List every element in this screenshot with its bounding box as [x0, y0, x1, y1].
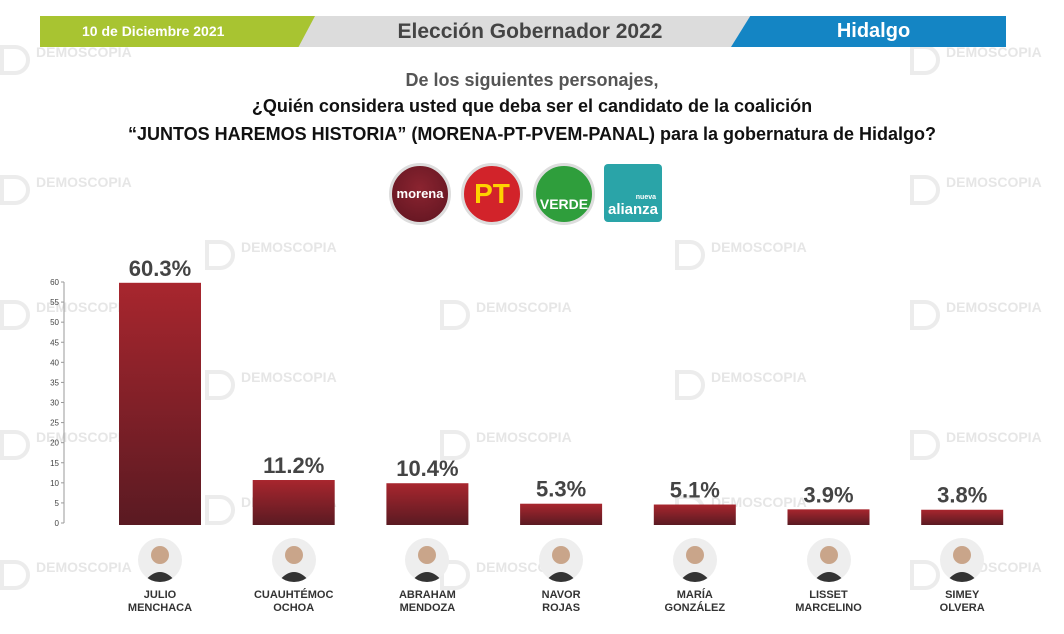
watermark-text: DEMOSCOPIA	[711, 369, 807, 385]
watermark-logo: DEMOSCOPIA	[440, 430, 572, 460]
bar	[520, 503, 603, 525]
question-line-3: “JUNTOS HAREMOS HISTORIA” (MORENA-PT-PVE…	[127, 124, 937, 144]
category-label-line: JULIO	[143, 589, 177, 601]
watermark-text: DEMOSCOPIA	[476, 299, 572, 315]
y-tick-label: 20	[50, 439, 59, 448]
candidate-photo	[539, 538, 584, 582]
watermark-logo: DEMOSCOPIA	[910, 45, 1042, 75]
y-tick-label: 25	[50, 419, 59, 428]
category-label-line: MARÍA	[676, 589, 713, 601]
category-label-line: CUAUHTÉMOC	[253, 589, 334, 601]
watermark-logo: DEMOSCOPIA	[910, 430, 1042, 460]
y-tick-label: 45	[50, 338, 59, 347]
watermark-text: DEMOSCOPIA	[36, 559, 132, 575]
candidate-photo	[806, 538, 851, 582]
y-tick-label: 30	[50, 399, 59, 408]
watermark-logo: DEMOSCOPIA	[440, 300, 572, 330]
category-label-line: MENCHACA	[127, 602, 193, 614]
watermark-text: DEMOSCOPIA	[36, 299, 132, 315]
y-tick-label: 50	[50, 318, 59, 327]
watermark-text: DEMOSCOPIA	[241, 239, 337, 255]
data-label: 10.4%	[396, 456, 458, 481]
verde-logo: VERDE	[533, 163, 595, 225]
watermark-logo: DEMOSCOPIA	[910, 175, 1042, 205]
watermark-logo: DEMOSCOPIA	[0, 430, 132, 460]
category-label-line: GONZÁLEZ	[664, 602, 726, 614]
morena-logo: morena	[389, 163, 451, 225]
watermark-text: DEMOSCOPIA	[711, 239, 807, 255]
watermark-logo: DEMOSCOPIA	[0, 45, 132, 75]
category-label: SIMEY OLVERA	[907, 589, 1017, 615]
bar	[386, 483, 469, 525]
alianza-small-text: nueva	[635, 194, 656, 201]
bar	[921, 509, 1004, 525]
y-tick-label: 35	[50, 378, 59, 387]
category-label-line: SIMEY	[945, 589, 980, 601]
state-label: Hidalgo	[731, 16, 1006, 47]
watermark-text: DEMOSCOPIA	[476, 429, 572, 445]
watermark-logo: DEMOSCOPIA	[0, 300, 132, 330]
date-label: 10 de Diciembre 2021	[40, 16, 315, 47]
watermark-logo: DEMOSCOPIA	[205, 370, 337, 400]
watermark-logo: DEMOSCOPIA	[675, 370, 807, 400]
y-tick-label: 0	[55, 519, 60, 528]
watermark-logo: DEMOSCOPIA	[675, 240, 807, 270]
category-label-line: OLVERA	[939, 602, 985, 614]
category-label-line: MENDOZA	[399, 602, 456, 614]
bar	[653, 504, 736, 525]
data-label: 3.8%	[937, 483, 987, 508]
watermark-text: DEMOSCOPIA	[36, 44, 132, 60]
nueva-alianza-logo: nueva alianza	[604, 164, 662, 222]
candidate-photo	[405, 538, 450, 582]
data-label: 60.3%	[129, 256, 191, 281]
watermark-logo: DEMOSCOPIA	[910, 300, 1042, 330]
category-label: ABRAHAM MENDOZA	[372, 589, 482, 615]
candidate-photo	[672, 538, 717, 582]
watermark-logo: DEMOSCOPIA	[205, 240, 337, 270]
category-label-line: MARCELINO	[795, 602, 862, 614]
candidate-photo	[138, 538, 182, 582]
y-tick-label: 15	[50, 459, 59, 468]
data-label: 5.3%	[536, 477, 586, 502]
y-tick-label: 40	[50, 358, 59, 367]
data-label: 11.2%	[263, 453, 324, 478]
watermark-text: DEMOSCOPIA	[36, 174, 132, 190]
watermark-logo: DEMOSCOPIA	[0, 175, 132, 205]
bar	[787, 509, 870, 525]
pt-logo: PT	[461, 163, 523, 225]
y-tick-label: 55	[50, 298, 59, 307]
data-label: 3.9%	[803, 482, 853, 507]
watermark-text: DEMOSCOPIA	[241, 369, 337, 385]
category-label: CUAUHTÉMOC OCHOA	[239, 589, 349, 615]
y-tick-label: 10	[50, 479, 59, 488]
category-label-line: LISSET	[809, 589, 848, 601]
category-label-line: ABRAHAM	[398, 589, 456, 601]
question-line-1: De los siguientes personajes,	[405, 70, 659, 90]
bar	[252, 480, 335, 525]
y-tick-label: 60	[50, 278, 59, 287]
category-label-line: OCHOA	[273, 602, 315, 614]
category-label: JULIO MENCHACA	[105, 589, 215, 615]
watermark-text: DEMOSCOPIA	[36, 429, 132, 445]
category-label-line: NAVOR	[541, 589, 581, 601]
alianza-text: alianza	[607, 201, 659, 218]
watermark-text: DEMOSCOPIA	[946, 299, 1042, 315]
y-tick-label: 5	[55, 499, 60, 508]
data-label: 5.1%	[670, 478, 720, 503]
watermark-text: DEMOSCOPIA	[946, 429, 1042, 445]
bar	[119, 282, 201, 525]
category-label: MARÍA GONZÁLEZ	[640, 589, 750, 615]
candidate-photo	[940, 538, 985, 582]
category-label: LISSET MARCELINO	[774, 589, 884, 615]
question-line-2: ¿Quién considera usted que deba ser el c…	[251, 96, 813, 116]
category-label-line: ROJAS	[542, 602, 581, 614]
watermark-logo: DEMOSCOPIA	[0, 560, 132, 590]
category-label: NAVOR ROJAS	[506, 589, 616, 615]
watermark-text: DEMOSCOPIA	[946, 174, 1042, 190]
watermark-text: DEMOSCOPIA	[946, 44, 1042, 60]
page-title: Elección Gobernador 2022	[397, 20, 663, 43]
header-band: 10 de Diciembre 2021 Elección Gobernador…	[40, 16, 1006, 47]
candidate-photo	[271, 538, 316, 582]
